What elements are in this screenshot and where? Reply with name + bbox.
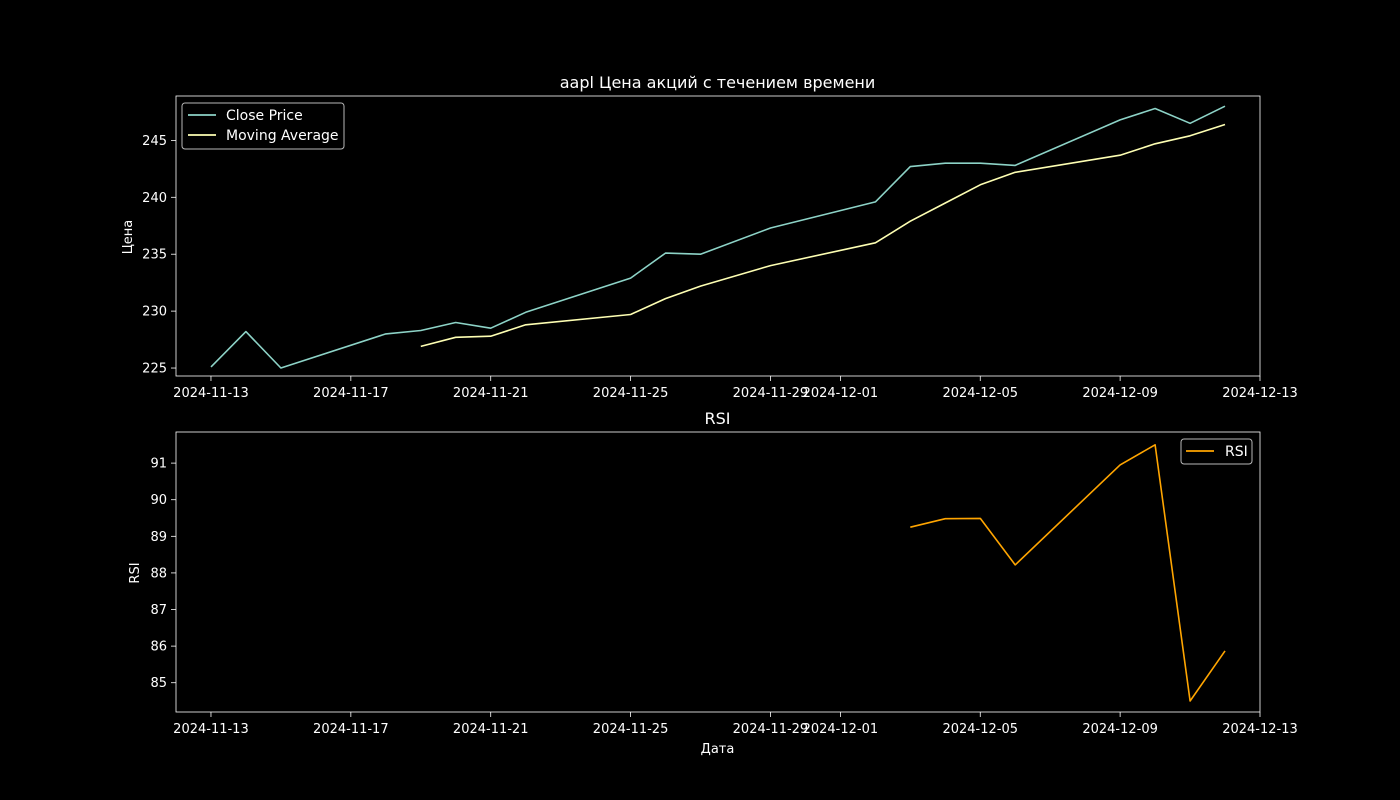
legend-close-price-label: Close Price [226, 108, 303, 124]
plot-frame [175, 95, 1261, 377]
rsi-chart-title: RSI [705, 409, 731, 428]
x-tick-label: 2024-12-09 [1082, 386, 1158, 401]
x-tick-label: 2024-11-29 [733, 722, 809, 737]
y-tick-label: 240 [142, 191, 167, 206]
x-tick-label: 2024-12-09 [1082, 722, 1158, 737]
rsi-x-axis-label: Дата [701, 742, 735, 757]
y-tick-label: 245 [142, 134, 167, 149]
price-legend-box [181, 102, 345, 150]
y-tick-label: 88 [150, 566, 167, 581]
rsi-plot-area: 2024-11-13 2024-11-17 2024-11-21 2024-11-25… [150, 431, 1298, 737]
series-line-rsi [910, 443, 1226, 702]
legend-moving-average-label: Moving Average [226, 128, 339, 144]
legend-rsi-label: RSI [1225, 444, 1248, 460]
x-tick-label: 2024-12-01 [803, 722, 879, 737]
rsi-y-axis-label: RSI [128, 562, 143, 583]
x-tick-label: 2024-11-13 [173, 386, 249, 401]
y-tick-label: 89 [150, 530, 167, 545]
y-tick-label: 230 [142, 305, 167, 320]
price-plot-area: 2024-11-13 2024-11-17 2024-11-21 2024-11-25… [142, 95, 1298, 401]
x-tick-label: 2024-11-21 [453, 386, 529, 401]
x-tick-label: 2024-11-29 [733, 386, 809, 401]
plot-frame [175, 431, 1261, 713]
x-tick-label: 2024-12-13 [1222, 722, 1298, 737]
y-tick-label: 87 [150, 603, 167, 618]
rsi-legend-box [1180, 438, 1253, 465]
price-panel: aapl Цена акций с течением времени Цена … [121, 73, 1298, 401]
price-legend: Close Price Moving Average [181, 102, 345, 150]
x-tick-label: 2024-11-21 [453, 722, 529, 737]
x-tick-label: 2024-12-05 [942, 386, 1018, 401]
x-tick-label: 2024-11-25 [593, 386, 669, 401]
price-y-axis-label: Цена [121, 220, 136, 255]
x-tick-label: 2024-11-17 [313, 386, 389, 401]
y-tick-label: 235 [142, 248, 167, 263]
x-tick-label: 2024-11-25 [593, 722, 669, 737]
y-tick-label: 90 [150, 493, 167, 508]
x-tick-label: 2024-11-17 [313, 722, 389, 737]
x-tick-label: 2024-12-05 [942, 722, 1018, 737]
rsi-legend: RSI [1180, 438, 1253, 465]
price-chart-title: aapl Цена акций с течением времени [560, 73, 876, 92]
x-tick-label: 2024-12-01 [803, 386, 879, 401]
y-tick-label: 86 [150, 640, 167, 655]
y-tick-label: 225 [142, 362, 167, 377]
y-tick-label: 91 [150, 457, 167, 472]
x-tick-label: 2024-11-13 [173, 722, 249, 737]
series-line-moving-average [420, 123, 1226, 348]
series-line-close-price [210, 105, 1226, 369]
y-tick-label: 85 [150, 676, 167, 691]
x-tick-label: 2024-12-13 [1222, 386, 1298, 401]
rsi-panel: RSI RSI Дата 2024-11-13 2024-11-17 2024-11… [128, 409, 1298, 757]
